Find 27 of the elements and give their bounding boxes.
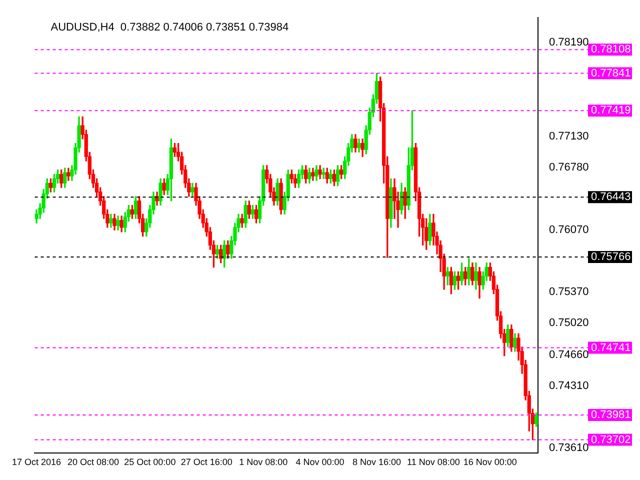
- ref-line-label: 0.78108: [591, 44, 631, 56]
- y-tick-label: 0.76070: [549, 224, 589, 236]
- y-tick-label: 0.75370: [549, 286, 589, 298]
- y-tick-label: 0.76780: [549, 161, 589, 174]
- ref-line-label: 0.73702: [591, 434, 631, 446]
- ref-line-label: 0.76443: [591, 191, 631, 204]
- ref-line-label: 0.74741: [591, 342, 631, 354]
- ref-line-label: 0.73981: [591, 409, 631, 422]
- y-tick-label: 0.77130: [549, 130, 589, 142]
- ref-line-label: 0.77841: [591, 67, 631, 80]
- y-tick-label: 0.73610: [549, 442, 589, 454]
- chart-title: AUDUSD,H4 0.73882 0.74006 0.73851 0.73984: [50, 22, 289, 34]
- y-tick-label: 0.74660: [549, 348, 589, 361]
- x-tick-label: 8 Nov 16:00: [352, 457, 402, 468]
- x-tick-label: 11 Nov 08:00: [407, 457, 460, 468]
- y-tick-label: 0.75020: [549, 317, 589, 330]
- x-tick-label: 25 Oct 00:00: [124, 457, 176, 468]
- y-tick-label: 0.78190: [549, 36, 589, 48]
- ref-line-label: 0.75766: [591, 251, 631, 264]
- ref-line-label: 0.77419: [591, 104, 631, 117]
- x-tick-label: 1 Nov 08:00: [239, 457, 288, 468]
- x-tick-label: 4 Nov 00:00: [296, 457, 344, 468]
- x-tick-label: 20 Oct 08:00: [67, 457, 119, 468]
- y-tick-label: 0.74310: [549, 380, 589, 392]
- x-tick-label: 16 Nov 00:00: [463, 457, 517, 468]
- x-tick-label: 27 Oct 16:00: [180, 457, 232, 468]
- x-tick-label: 17 Oct 2016: [12, 457, 62, 468]
